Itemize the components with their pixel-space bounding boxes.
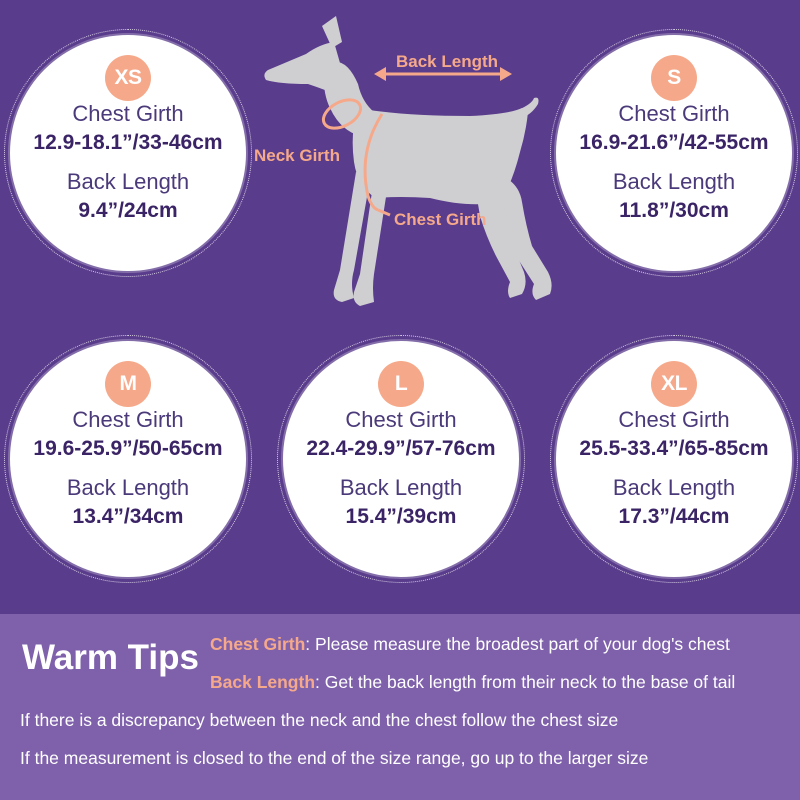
tip-chest-key: Chest Girth <box>210 634 306 654</box>
back-length-label: Back Length <box>66 475 190 500</box>
chest-girth-label: Chest Girth <box>72 101 184 126</box>
size-badge: XS <box>105 55 151 101</box>
tip-chest-girth: Chest Girth: Please measure the broadest… <box>210 634 730 655</box>
chest-girth-label: Chest Girth <box>618 101 730 126</box>
chest-girth-value: 12.9-18.1”/33-46cm <box>33 131 223 154</box>
size-badge: XL <box>651 361 697 407</box>
size-card-s: S Chest Girth 16.9-21.6”/42-55cm Back Le… <box>550 29 798 277</box>
back-length-label: Back Length <box>66 169 190 194</box>
back-length-value: 15.4”/39cm <box>345 505 457 528</box>
tip-back-text: : Get the back length from their neck to… <box>315 672 736 692</box>
size-badge: S <box>651 55 697 101</box>
tip-size-up: If the measurement is closed to the end … <box>20 748 649 768</box>
chest-girth-value: 16.9-21.6”/42-55cm <box>579 131 769 154</box>
tip-back-key: Back Length <box>210 672 316 692</box>
chest-girth-label: Chest Girth <box>618 407 730 432</box>
back-length-label: Back Length <box>612 169 736 194</box>
back-length-value: 9.4”/24cm <box>78 199 178 222</box>
back-length-label: Back Length <box>339 475 463 500</box>
tip-chest-text: : Please measure the broadest part of yo… <box>305 634 730 654</box>
back-length-label: Back Length <box>612 475 736 500</box>
double-arrow-icon <box>374 67 512 81</box>
back-length-value: 17.3”/44cm <box>618 505 730 528</box>
size-badge: M <box>105 361 151 407</box>
back-length-diagram-label: Back Length <box>396 52 499 71</box>
tip-discrepancy: If there is a discrepancy between the ne… <box>20 710 619 730</box>
size-badge: L <box>378 361 424 407</box>
back-length-value: 13.4”/34cm <box>72 505 184 528</box>
chest-girth-label: Chest Girth <box>345 407 457 432</box>
chest-girth-diagram-label: Chest Girth <box>394 210 487 229</box>
warm-tips-panel: Warm Tips Chest Girth: Please measure th… <box>0 614 800 800</box>
warm-tips-title: Warm Tips <box>22 638 199 677</box>
size-card-xs: XS Chest Girth 12.9-18.1”/33-46cm Back L… <box>4 29 252 277</box>
chest-girth-value: 22.4-29.9”/57-76cm <box>306 437 496 460</box>
back-length-value: 11.8”/30cm <box>619 199 729 222</box>
size-card-l: L Chest Girth 22.4-29.9”/57-76cm Back Le… <box>277 335 525 583</box>
dog-measurement-diagram: Back Length Neck Girth Chest Girth <box>250 12 570 318</box>
chest-girth-value: 25.5-33.4”/65-85cm <box>579 437 769 460</box>
tip-back-length: Back Length: Get the back length from th… <box>210 672 735 693</box>
chest-girth-value: 19.6-25.9”/50-65cm <box>33 437 223 460</box>
dog-silhouette-icon <box>264 16 552 306</box>
neck-girth-diagram-label: Neck Girth <box>254 146 340 165</box>
size-card-m: M Chest Girth 19.6-25.9”/50-65cm Back Le… <box>4 335 252 583</box>
size-card-xl: XL Chest Girth 25.5-33.4”/65-85cm Back L… <box>550 335 798 583</box>
chest-girth-label: Chest Girth <box>72 407 184 432</box>
